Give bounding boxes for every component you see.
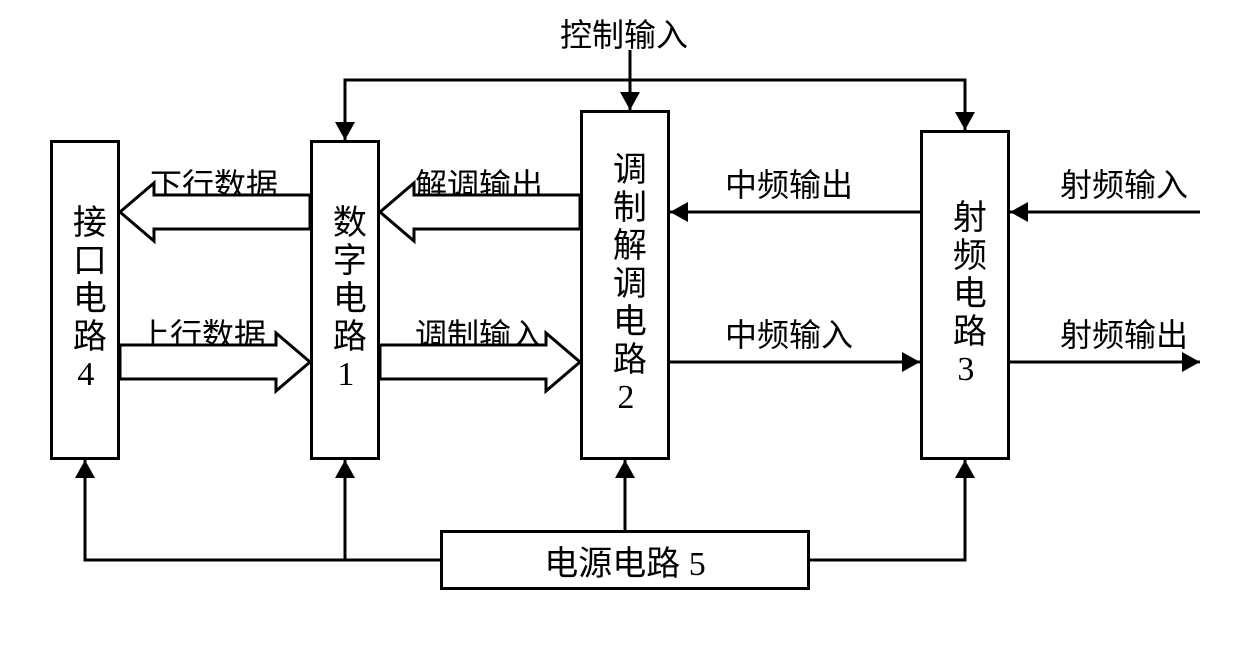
- box-interface-label: 接口电路4: [65, 204, 106, 397]
- if-out-arrow-head: [670, 202, 688, 222]
- diagram-canvas: 接口电路4 数字电路1 调制解调电路2 射频电路3 电源电路 5 控制输入 下行…: [0, 0, 1240, 648]
- label-demod-out: 解调输出: [415, 160, 543, 206]
- box-interface: 接口电路4: [50, 140, 120, 460]
- power-to-interface-head: [75, 460, 95, 478]
- box-rf-label: 射频电路3: [945, 199, 986, 392]
- label-mod-in: 调制输入: [415, 310, 543, 356]
- box-digital-label: 数字电路1: [325, 204, 366, 397]
- power-to-digital: [345, 460, 440, 560]
- ctrl-to-rf: [630, 80, 965, 130]
- if-in-arrow-head: [902, 352, 920, 372]
- power-to-modem-head: [615, 460, 635, 478]
- label-if-out: 中频输出: [725, 160, 853, 206]
- label-down-data: 下行数据: [150, 160, 278, 206]
- box-power-label: 电源电路 5: [544, 536, 706, 585]
- label-control-input: 控制输入: [560, 10, 688, 56]
- box-modem-label: 调制解调电路2: [605, 151, 646, 420]
- power-to-interface: [85, 460, 440, 560]
- power-to-rf-head: [955, 460, 975, 478]
- label-up-data: 上行数据: [138, 310, 266, 356]
- ctrl-to-digital-head: [335, 122, 355, 140]
- label-rf-out: 射频输出: [1060, 310, 1188, 356]
- box-modem: 调制解调电路2: [580, 110, 670, 460]
- box-digital: 数字电路1: [310, 140, 380, 460]
- power-to-rf: [810, 460, 965, 560]
- label-rf-in: 射频输入: [1060, 160, 1188, 206]
- rf-in-arrow-head: [1010, 202, 1028, 222]
- box-rf: 射频电路3: [920, 130, 1010, 460]
- power-to-digital-head: [335, 460, 355, 478]
- box-power: 电源电路 5: [440, 530, 810, 590]
- label-if-in: 中频输入: [725, 310, 853, 356]
- ctrl-to-rf-head: [955, 112, 975, 130]
- ctrl-in-arrow-head: [620, 92, 640, 110]
